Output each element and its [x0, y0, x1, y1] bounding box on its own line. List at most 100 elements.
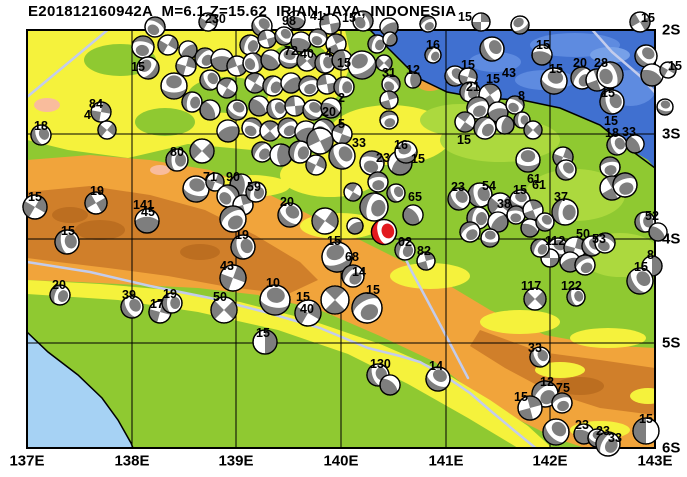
focal-mechanism-ball — [595, 431, 621, 457]
depth-label: 15 — [342, 11, 356, 25]
depth-label: 33 — [622, 125, 636, 139]
depth-label: 53 — [592, 232, 606, 246]
focal-mechanism-ball — [359, 150, 385, 176]
focal-mechanism-ball — [266, 98, 288, 120]
plate-boundary-line — [27, 260, 538, 448]
depth-label: 50 — [213, 290, 227, 304]
focal-mechanism-ball — [252, 329, 278, 355]
depth-label: 15 — [411, 152, 425, 166]
focal-mechanism-ball — [205, 172, 225, 192]
focal-mechanism-ball — [513, 111, 531, 129]
plate-boundary-line — [396, 241, 470, 380]
focal-mechanism-ball — [506, 205, 526, 225]
axis-label-longitude: 138E — [114, 452, 149, 469]
focal-mechanism-ball — [599, 156, 621, 178]
depth-label: 59 — [247, 180, 261, 194]
depth-label: 15 — [458, 10, 472, 24]
depth-label: 15 — [131, 60, 145, 74]
focal-mechanism-ball — [471, 12, 491, 32]
focal-mechanism-ball — [447, 187, 471, 211]
focal-mechanism-ball — [257, 29, 277, 49]
depth-label: 15 — [486, 72, 500, 86]
focal-mechanism-ball — [333, 76, 355, 98]
focal-mechanism-ball — [612, 172, 638, 198]
depth-label: 38 — [497, 197, 511, 211]
depth-label: 4 — [325, 46, 332, 60]
terrain-region — [135, 108, 195, 136]
focal-mechanism-ball — [320, 285, 350, 315]
depth-label: 20 — [573, 56, 587, 70]
depth-label: 75 — [556, 381, 570, 395]
terrain-region — [150, 165, 170, 175]
focal-mechanism-ball — [542, 418, 570, 446]
focal-mechanism-ball — [648, 222, 668, 242]
terrain-region — [480, 310, 560, 334]
focal-mechanism-ball — [316, 73, 338, 95]
focal-mechanism-ball — [629, 11, 651, 33]
depth-label: 17 — [150, 297, 164, 311]
focal-mechanism-ball — [259, 284, 291, 316]
focal-mechanism-ball — [319, 13, 341, 35]
focal-mechanism-ball — [311, 207, 339, 235]
terrain-region — [556, 377, 604, 395]
focal-mechanism-ball — [367, 34, 387, 54]
depth-label: 40 — [300, 47, 314, 61]
axis-label-longitude: 139E — [218, 452, 253, 469]
focal-mechanism-ball — [531, 44, 553, 66]
focal-mechanism-ball — [402, 204, 424, 226]
focal-mechanism-ball — [294, 299, 322, 327]
depth-label: 16 — [426, 38, 440, 52]
focal-mechanism-ball — [308, 28, 328, 48]
depth-label: 8 — [518, 89, 525, 103]
focal-mechanism-ball — [288, 140, 312, 164]
focal-mechanism-ball — [259, 120, 281, 142]
depth-label: 15 — [601, 86, 615, 100]
axis-label-longitude: 142E — [532, 452, 567, 469]
focal-mechanism-ball — [198, 12, 218, 32]
depth-label: 122 — [561, 279, 582, 293]
depth-label: 10 — [266, 276, 280, 290]
focal-mechanism-ball — [515, 147, 541, 173]
depth-label: 54 — [482, 179, 496, 193]
focal-mechanism-ball — [226, 99, 248, 121]
focal-mechanism-ball — [296, 50, 318, 72]
focal-mechanism-ball — [352, 10, 374, 32]
axis-label-latitude: 2S — [662, 22, 680, 39]
focal-mechanism-ball — [182, 175, 210, 203]
focal-mechanism-ball — [199, 69, 221, 91]
focal-mechanism-ball — [54, 229, 80, 255]
focal-mechanism-ball — [210, 296, 238, 324]
focal-mechanism-ball — [161, 292, 183, 314]
depth-label: 12 — [406, 63, 420, 77]
focal-mechanism-ball — [555, 159, 577, 181]
focal-mechanism-ball — [199, 99, 221, 121]
focal-mechanism-ball — [530, 238, 550, 258]
focal-mechanism-ball — [594, 232, 616, 254]
depth-label: 15 — [639, 412, 653, 426]
focal-mechanism-ball — [97, 120, 117, 140]
depth-label: 23 — [451, 180, 465, 194]
focal-mechanism-ball — [480, 228, 500, 248]
depth-label: 4 — [84, 108, 91, 122]
focal-mechanism-ball — [606, 134, 628, 156]
focal-mechanism-ball — [84, 191, 108, 215]
depth-label: 43 — [220, 259, 234, 273]
plate-boundary-line — [590, 30, 655, 95]
depth-label: 8 — [647, 248, 654, 262]
depth-label: 15 — [641, 11, 655, 25]
depth-label: 40 — [300, 302, 314, 316]
focal-mechanism-ball — [596, 61, 624, 89]
focal-mechanism-ball — [599, 89, 625, 115]
focal-mechanism-ball — [290, 31, 312, 53]
focal-mechanism-ball — [634, 44, 658, 68]
depth-label: 18 — [34, 119, 48, 133]
depth-label: 43 — [502, 66, 516, 80]
focal-mechanism-ball — [495, 115, 515, 135]
focal-mechanism-ball — [178, 40, 198, 60]
depth-label: 31 — [382, 66, 396, 80]
focal-mechanism-ball — [144, 16, 166, 38]
axis-label-latitude: 6S — [662, 440, 680, 457]
focal-mechanism-ball — [248, 95, 270, 117]
focal-mechanism-ball — [625, 134, 645, 154]
